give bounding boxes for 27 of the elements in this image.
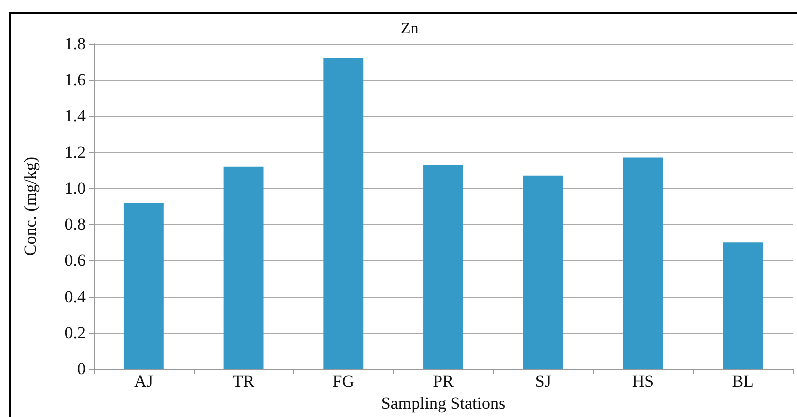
bar — [424, 165, 464, 370]
x-tick-label: BL — [732, 372, 754, 392]
y-tick-label: 0.8 — [64, 215, 86, 234]
y-tick-label: 1.4 — [64, 106, 86, 126]
y-tick-label: 1.8 — [64, 34, 86, 54]
x-tick-label: AJ — [134, 372, 154, 392]
y-tick-label: 0.4 — [64, 287, 86, 306]
chart-title: Zn — [401, 20, 419, 38]
y-tick-label: 0 — [78, 360, 86, 379]
bar — [523, 176, 564, 370]
x-tick-label: TR — [232, 372, 256, 392]
y-tick-label: 1.0 — [64, 178, 86, 198]
bar — [623, 158, 664, 370]
y-tick-label: 1.6 — [64, 70, 86, 90]
bar — [124, 202, 164, 370]
x-tick-label: SJ — [535, 372, 552, 392]
x-axis-title: Sampling Stations — [381, 394, 506, 413]
x-tick-label: FG — [332, 372, 355, 392]
bar — [723, 242, 764, 370]
y-axis-title: Conc. (mg/kg) — [21, 156, 40, 256]
x-tick-label: PR — [433, 372, 455, 392]
bar — [324, 58, 364, 370]
y-tick-label: 0.2 — [64, 323, 86, 342]
x-tick-label: HS — [632, 372, 654, 392]
bar — [224, 166, 264, 370]
y-tick-label: 0.6 — [64, 251, 86, 270]
y-tick-label: 1.2 — [64, 142, 86, 162]
